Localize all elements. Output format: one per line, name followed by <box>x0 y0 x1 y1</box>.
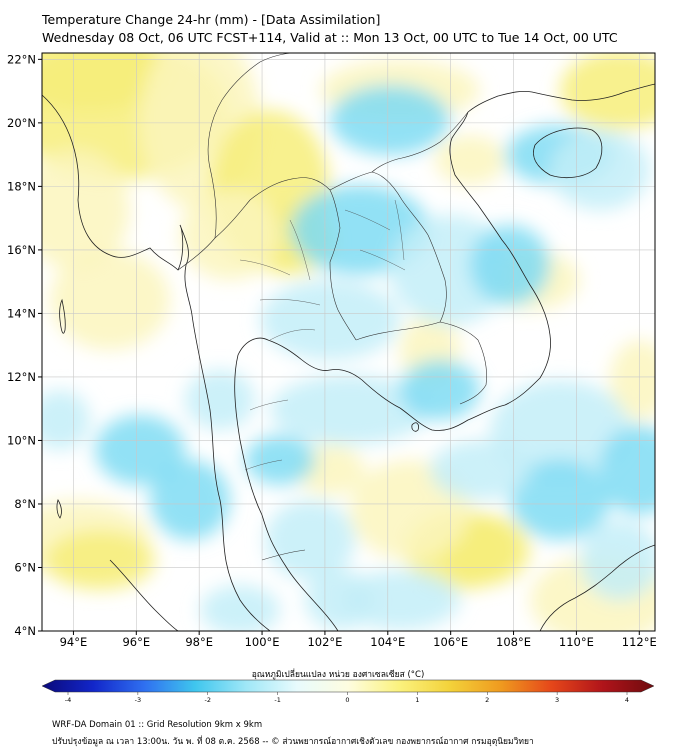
lon-tick-label: 98°E <box>185 635 213 649</box>
colorbar-title: อุณหภูมิเปลี่ยนแปลง หน่วย องศาเซลเซียส (… <box>251 670 425 680</box>
model-info: WRF-DA Domain 01 :: Grid Resolution 9km … <box>52 720 263 730</box>
lat-tick-label: 12°N <box>7 370 36 384</box>
temperature-anomaly-patch <box>400 360 480 420</box>
lon-tick-label: 94°E <box>60 635 88 649</box>
thailand-provinces <box>239 219 321 471</box>
temperature-anomaly-patch <box>245 435 315 485</box>
malaysia-thailand-border <box>261 549 306 561</box>
colorbar-tick-label: 1 <box>415 696 419 704</box>
colorbar: -4 -3 -2 -1 0 1 2 3 4 <box>41 679 655 704</box>
lat-tick-label: 20°N <box>7 116 36 130</box>
map-subtitle: Wednesday 08 Oct, 06 UTC FCST+114, Valid… <box>42 30 618 45</box>
temperature-anomaly-patch <box>430 440 530 500</box>
myanmar-china-border <box>207 53 296 239</box>
temperature-anomaly-patch <box>265 500 355 580</box>
lon-tick-label: 102°E <box>307 635 342 649</box>
temperature-anomaly-patch <box>180 190 280 280</box>
laos-provinces <box>344 199 406 271</box>
lon-tick-label: 106°E <box>433 635 468 649</box>
gulf-of-thailand-coastline <box>234 337 401 631</box>
temperature-anomaly-patch <box>470 225 550 305</box>
temperature-anomaly-patch <box>510 460 610 540</box>
lat-tick-label: 16°N <box>7 243 36 257</box>
colorbar-tick-label: 2 <box>485 696 489 704</box>
update-credit: ปรับปรุงข้อมูล ณ เวลา 13:00น. วัน พ. ที่… <box>52 737 534 747</box>
temperature-anomaly-patch <box>330 85 450 155</box>
sumatra-coastline <box>109 559 179 631</box>
temperature-anomaly-patch <box>42 390 90 450</box>
temperature-anomaly-patch <box>580 520 655 600</box>
temperature-anomaly-patch <box>50 250 170 350</box>
temperature-anomaly-patch <box>305 570 375 630</box>
map-frame <box>41 52 656 632</box>
borneo-coastline <box>539 544 655 631</box>
temperature-anomaly-patch <box>610 340 655 420</box>
lat-tick-label: 18°N <box>7 179 36 193</box>
temperature-field <box>42 53 655 631</box>
lon-tick-label: 108°E <box>496 635 531 649</box>
nicobar-islands <box>56 499 62 519</box>
phu-quoc-island <box>411 422 419 432</box>
latitude-axis: 22°N 20°N 18°N 16°N 14°N 12°N 10°N 8°N 6°N 4°N <box>7 52 42 638</box>
temperature-anomaly-patch <box>600 425 655 515</box>
colorbar-ticks: -4 -3 -2 -1 0 1 2 3 4 <box>65 692 629 704</box>
colorbar-tick-label: 3 <box>555 696 559 704</box>
lon-tick-label: 96°E <box>122 635 150 649</box>
colorbar-gradient <box>41 679 655 693</box>
andaman-islands <box>59 298 66 334</box>
temperature-anomaly-patch <box>200 585 280 631</box>
temperature-anomaly-patch <box>45 530 155 590</box>
lat-tick-label: 22°N <box>7 52 36 66</box>
coastline-and-borders <box>42 53 655 631</box>
myanmar-coastline <box>42 94 271 631</box>
temperature-anomaly-patch <box>490 380 630 480</box>
lon-tick-label: 110°E <box>559 635 594 649</box>
lon-tick-label: 112°E <box>622 635 657 649</box>
lat-tick-label: 8°N <box>14 497 36 511</box>
lon-tick-label: 104°E <box>370 635 405 649</box>
lat-tick-label: 4°N <box>14 624 36 638</box>
map-title: Temperature Change 24-hr (mm) - [Data As… <box>42 12 381 27</box>
colorbar-tick-label: 0 <box>345 696 349 704</box>
temperature-anomaly-patch <box>185 370 255 430</box>
map-plot-area <box>42 53 655 631</box>
lat-tick-label: 6°N <box>14 560 36 574</box>
temperature-anomaly-patch <box>270 375 430 445</box>
hainan-island <box>533 127 603 179</box>
temperature-anomaly-patch <box>95 415 185 485</box>
colorbar-tick-label: 4 <box>625 696 629 704</box>
colorbar-tick-label: -2 <box>205 696 211 704</box>
lat-tick-label: 14°N <box>7 306 36 320</box>
colorbar-tick-label: -3 <box>135 696 141 704</box>
temperature-anomaly-patch <box>42 53 170 110</box>
map-gridlines <box>42 53 655 631</box>
cambodia-border <box>355 321 487 405</box>
laos-vietnam-border <box>371 111 469 173</box>
lat-tick-label: 10°N <box>7 433 36 447</box>
temperature-anomaly-patch <box>42 150 130 270</box>
lon-tick-label: 100°E <box>245 635 280 649</box>
north-vietnam-coastline <box>467 83 655 113</box>
temperature-anomaly-patch <box>150 460 230 540</box>
colorbar-tick-label: -1 <box>274 696 280 704</box>
temperature-anomaly-patch <box>560 53 655 130</box>
longitude-axis: 94°E 96°E 98°E 100°E 102°E 104°E 106°E 108°E 110… <box>60 631 657 649</box>
thailand-laos-border <box>329 171 447 323</box>
temperature-anomaly-patch <box>435 135 505 185</box>
temperature-anomaly-patch <box>550 130 650 210</box>
colorbar-tick-label: -4 <box>65 696 71 704</box>
temperature-anomaly-patch <box>260 280 400 360</box>
cambodia-vietnam-coastline <box>399 111 551 431</box>
